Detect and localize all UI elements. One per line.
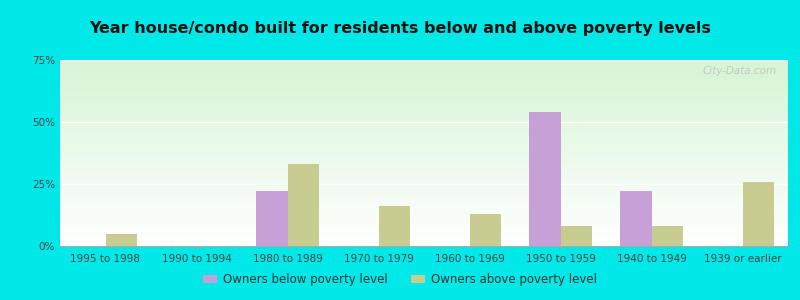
Bar [620, 191, 651, 246]
Text: Year house/condo built for residents below and above poverty levels: Year house/condo built for residents bel… [89, 21, 711, 36]
Text: City-Data.com: City-Data.com [703, 66, 777, 76]
Bar [470, 214, 502, 246]
Bar [256, 191, 287, 246]
Bar [378, 206, 410, 246]
Bar [561, 226, 592, 246]
Bar [287, 164, 319, 246]
Bar [651, 226, 683, 246]
Legend: Owners below poverty level, Owners above poverty level: Owners below poverty level, Owners above… [198, 269, 602, 291]
Bar [742, 182, 774, 246]
Bar [106, 234, 138, 246]
Bar [529, 112, 561, 246]
